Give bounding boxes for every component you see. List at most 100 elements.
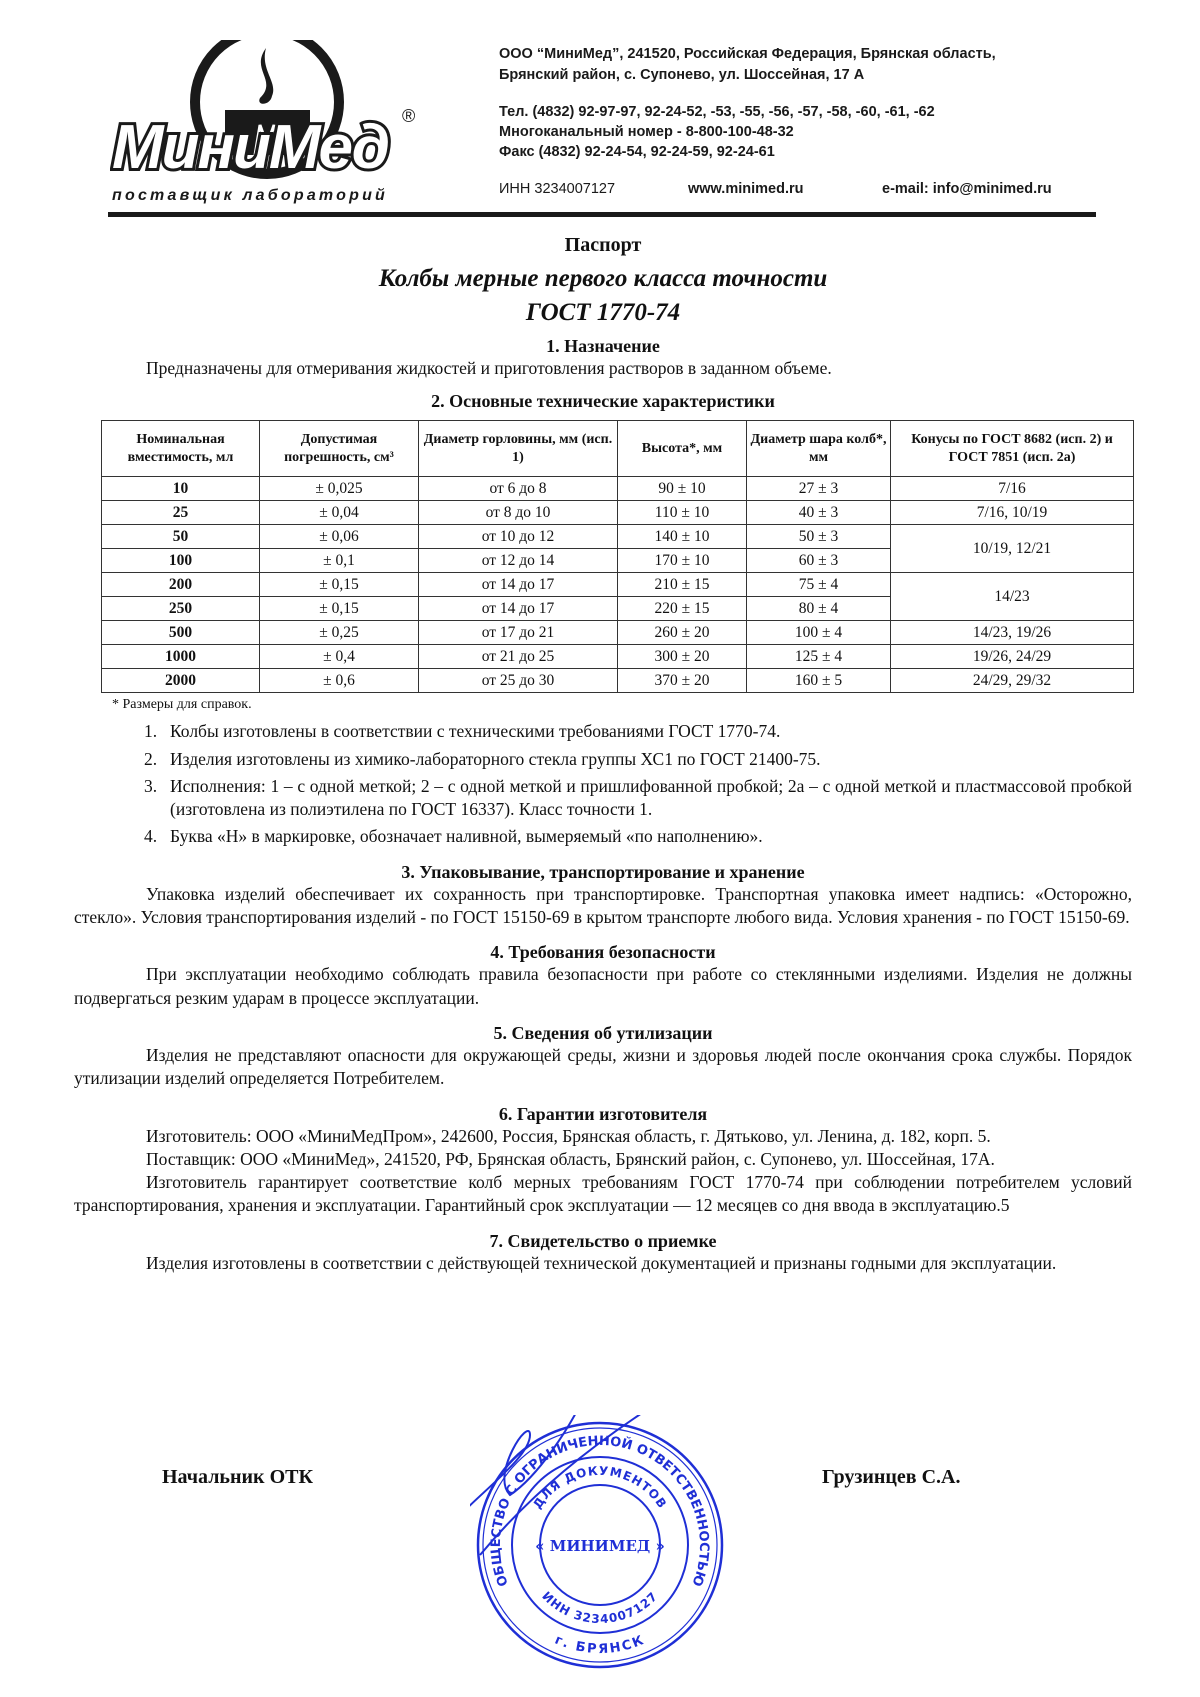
table-cell: 250 <box>101 596 260 622</box>
list-number: 3. <box>144 775 158 796</box>
section-2-heading: 2. Основные технические характеристики <box>431 391 775 412</box>
stamp-inn: ИНН 3234007127 <box>539 1589 659 1626</box>
email-link[interactable]: e-mail: info@minimed.ru <box>882 181 1052 197</box>
document-body: Паспорт Колбы мерные первого класса точн… <box>74 233 1134 1275</box>
table-cell: 80 ± 4 <box>746 596 891 622</box>
table-cell: 125 ± 4 <box>746 644 891 670</box>
table-cell: от 14 до 17 <box>418 596 618 622</box>
table-cell: 7/16 <box>890 476 1134 502</box>
section-4-heading: 4. Требования безопасности <box>490 942 716 963</box>
table-cell: 160 ± 5 <box>746 668 891 694</box>
section-6-heading: 6. Гарантии изготовителя <box>498 1103 708 1124</box>
table-cell: 24/29, 29/32 <box>890 668 1134 694</box>
signature-scribble <box>470 1415 641 1556</box>
table-cell: от 14 до 17 <box>418 572 618 598</box>
stamp-city: г. БРЯНСК <box>552 1633 645 1657</box>
table-cell: 260 ± 20 <box>617 620 747 646</box>
logo-tagline: поставщик лабораторий <box>112 187 388 204</box>
table-cell: от 25 до 30 <box>418 668 618 694</box>
website-link[interactable]: www.minimed.ru <box>688 181 804 197</box>
col-header: Диаметр шара колб*, мм <box>746 420 891 478</box>
table-cell: 1000 <box>101 644 260 670</box>
table-cell: 10/19, 12/21 <box>890 524 1134 574</box>
table-cell: ± 0,06 <box>259 524 419 550</box>
address-line-1: ООО “МиниМед”, 241520, Российская Федера… <box>499 46 996 62</box>
list-item: 2. Изделия изготовлены из химико-лаборато… <box>140 748 1132 771</box>
list-number: 2. <box>144 748 158 769</box>
table-cell: 25 <box>101 500 260 526</box>
table-cell: ± 0,4 <box>259 644 419 670</box>
logo-circle <box>190 40 344 179</box>
svg-text:г. БРЯНСК: г. БРЯНСК <box>552 1633 647 1657</box>
list-text: Изделия изготовлены из химико-лабораторн… <box>170 748 821 769</box>
table-cell: ± 0,04 <box>259 500 419 526</box>
notes-list: 1. Колбы изготовлены в соответствии с тех… <box>140 720 1132 848</box>
table-cell: 27 ± 3 <box>746 476 891 502</box>
list-number: 4. <box>144 826 158 847</box>
table-cell: 14/23, 19/26 <box>890 620 1134 646</box>
col-header: Высота*, мм <box>617 420 747 478</box>
inn: ИНН 3234007127 <box>499 181 616 197</box>
section-4-text: При эксплуатации необходимо соблюдать пр… <box>74 964 1132 1008</box>
section-7-heading: 7. Свидетельство о приемке <box>489 1230 717 1251</box>
section-5-text: Изделия не представляют опасности для ок… <box>74 1044 1132 1089</box>
table-cell: 100 ± 4 <box>746 620 891 646</box>
section-5-heading: 5. Сведения об утилизации <box>493 1022 713 1043</box>
list-number: 1. <box>144 721 158 742</box>
section-1-text: Предназначены для отмеривания жидкостей … <box>146 358 832 378</box>
table-cell: ± 0,1 <box>259 548 419 574</box>
table-cell: 10 <box>101 476 260 502</box>
manufacturer: Изготовитель: ООО «МиниМедПром», 242600,… <box>146 1125 991 1146</box>
table-row: 2000 ± 0,6 от 25 до 30 370 ± 20 160 ± 5 24/29… <box>101 668 1134 694</box>
list-item: 3. Исполнения: 1 – с одной меткой; 2 – с … <box>140 775 1132 822</box>
table-row: 10 ± 0,025 от 6 до 8 90 ± 10 27 ± 3 7/16 <box>101 476 1134 502</box>
table-cell: от 21 до 25 <box>418 644 618 670</box>
supplier: Поставщик: ООО «МиниМед», 241520, РФ, Бр… <box>146 1148 995 1169</box>
list-text: Колбы изготовлены в соответствии с техни… <box>170 721 781 742</box>
specs-table: Номинальная вместимость, мл Допустимая п… <box>101 420 1134 694</box>
table-cell: 7/16, 10/19 <box>890 500 1134 526</box>
section-6-text: Изготовитель: ООО «МиниМедПром», 242600,… <box>74 1125 1132 1218</box>
list-item: 1. Колбы изготовлены в соответствии с тех… <box>140 720 1132 743</box>
multichannel-phone: Многоканальный номер - 8-800-100-48-32 <box>499 124 794 140</box>
registered-mark: ® <box>402 106 415 126</box>
fax: Факс (4832) 92-24-54, 92-24-59, 92-24-61 <box>499 144 775 160</box>
section-3-heading: 3. Упаковывание, транспортирование и хра… <box>401 861 805 882</box>
table-cell: 140 ± 10 <box>617 524 747 550</box>
table-cell: 75 ± 4 <box>746 572 891 598</box>
logo-name: МиниМед <box>112 113 389 182</box>
table-cell: 40 ± 3 <box>746 500 891 526</box>
company-stamp: ОБЩЕСТВО С ОГРАНИЧЕННОЙ ОТВЕТСТВЕННОСТЬЮ… <box>470 1415 724 1669</box>
table-cell: 200 <box>101 572 260 598</box>
table-cell: 300 ± 20 <box>617 644 747 670</box>
doc-subtitle: Колбы мерные первого класса точности <box>378 265 828 292</box>
col-header: Диаметр горловины, мм (исп. 1) <box>418 420 618 478</box>
table-cell: 220 ± 15 <box>617 596 747 622</box>
table-cell: ± 0,025 <box>259 476 419 502</box>
table-cell: ± 0,6 <box>259 668 419 694</box>
signature-title: Начальник ОТК <box>162 1466 313 1488</box>
table-cell: 100 <box>101 548 260 574</box>
col-header: Допустимая погрешность, см³ <box>259 420 419 478</box>
section-3-text: Упаковка изделий обеспечивает их сохранн… <box>74 883 1132 928</box>
phone: Тел. (4832) 92-97-97, 92-24-52, -53, -55… <box>499 104 935 120</box>
header-divider <box>108 212 1096 217</box>
list-item: 4. Буква «Н» в маркировке, обозначает нал… <box>140 825 1132 848</box>
list-text: Исполнения: 1 – с одной меткой; 2 – с од… <box>170 775 1132 820</box>
table-cell: 19/26, 24/29 <box>890 644 1134 670</box>
doc-title: Паспорт <box>564 234 642 256</box>
table-cell: ± 0,25 <box>259 620 419 646</box>
doc-standard: ГОСТ 1770-74 <box>525 299 681 326</box>
svg-text:ИНН 3234007127: ИНН 3234007127 <box>539 1589 660 1626</box>
table-cell: от 8 до 10 <box>418 500 618 526</box>
col-header: Конусы по ГОСТ 8682 (исп. 2) и ГОСТ 7851… <box>890 420 1134 478</box>
table-header-row: Номинальная вместимость, мл Допустимая п… <box>101 420 1134 478</box>
table-cell: 50 ± 3 <box>746 524 891 550</box>
table-cell: от 17 до 21 <box>418 620 618 646</box>
table-cell: 90 ± 10 <box>617 476 747 502</box>
table-cell: 60 ± 3 <box>746 548 891 574</box>
table-row: 200 ± 0,15 от 14 до 17 210 ± 15 75 ± 4 14/23 <box>101 572 1134 622</box>
table-cell: 14/23 <box>890 572 1134 622</box>
list-text: Буква «Н» в маркировке, обозначает налив… <box>170 826 763 847</box>
address-line-2: Брянский район, с. Супонево, ул. Шоссейн… <box>499 67 865 83</box>
